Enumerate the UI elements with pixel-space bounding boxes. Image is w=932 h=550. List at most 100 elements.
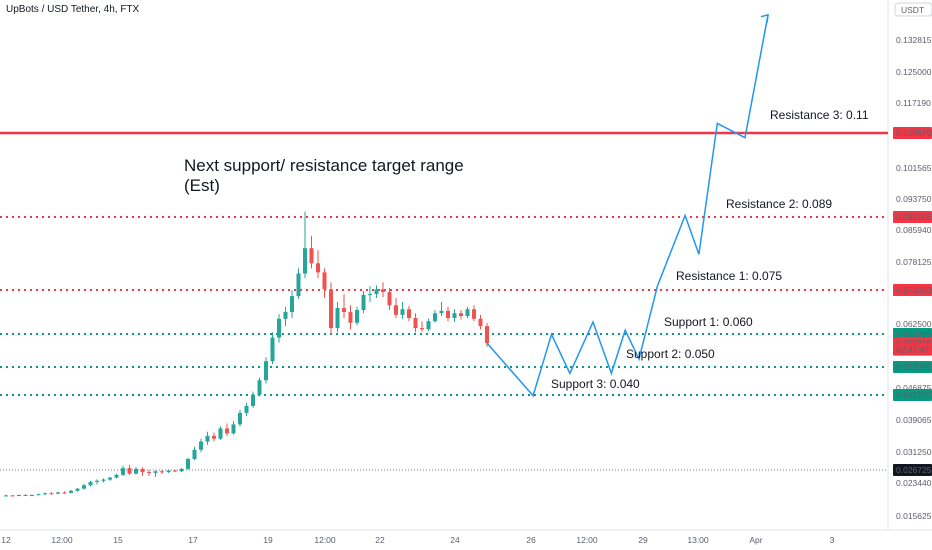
price-tick-label: 0.023440	[896, 478, 932, 488]
candle-body	[257, 380, 262, 395]
candle-body	[30, 494, 34, 496]
candle-body	[140, 468, 145, 473]
candle-body	[439, 310, 444, 314]
price-tag-label: 0.071020	[896, 285, 932, 295]
price-tick-label: 0.132815	[896, 35, 932, 45]
candle-body	[153, 471, 158, 473]
price-tick-label: 0.078125	[896, 257, 932, 267]
main-annotation-line2: (Est)	[184, 176, 220, 195]
price-tag	[893, 389, 932, 401]
price-tag-label: 0.057915	[896, 338, 932, 348]
price-tag	[893, 361, 932, 373]
candle-body	[355, 310, 359, 323]
candle-body	[316, 263, 320, 273]
candle-body	[225, 428, 229, 434]
time-tick-label: 12:00	[314, 535, 336, 545]
candle-body	[121, 468, 125, 475]
currency-box	[894, 2, 932, 17]
price-tag	[893, 284, 932, 296]
price-tick-label: 0.039065	[896, 415, 932, 425]
price-tick-label: 0.015625	[896, 511, 932, 521]
candle-body	[23, 494, 28, 496]
candle-body	[374, 289, 379, 295]
projection-arrowhead	[760, 13, 769, 23]
price-tag-label: 02:47:47	[896, 345, 929, 355]
candle-body	[342, 308, 346, 313]
candle-body	[296, 273, 301, 297]
support1-label: Support 1: 0.060	[664, 315, 753, 329]
time-tick-label: 12	[1, 535, 11, 545]
support3-label: Support 3: 0.040	[551, 377, 640, 391]
candle-body	[95, 480, 99, 482]
candle-body	[303, 248, 307, 274]
time-tick-label: 19	[263, 535, 273, 545]
price-tag	[893, 211, 932, 223]
candle-body	[160, 471, 164, 473]
time-tick-label: 12:00	[576, 535, 598, 545]
candle-body	[394, 305, 398, 315]
price-tag-label: 0.026725	[896, 465, 932, 475]
main-annotation: Next support/ resistance target range (E…	[184, 156, 464, 196]
candle-body	[264, 361, 268, 381]
candle-body	[251, 394, 255, 406]
candle-body	[186, 458, 190, 469]
candle-body	[134, 468, 138, 474]
candle-body	[173, 470, 177, 472]
candle-body	[485, 326, 489, 344]
candle-body	[147, 472, 151, 474]
resistance2-label: Resistance 2: 0.089	[726, 197, 833, 211]
price-tick-label: 0.031250	[896, 447, 932, 457]
candle-body	[218, 428, 223, 439]
price-tick-label: 0.062500	[896, 319, 932, 329]
price-tick-label: 0.117190	[896, 98, 931, 108]
candle-body	[75, 488, 80, 491]
candle-body	[381, 289, 385, 293]
candle-body	[49, 493, 54, 495]
candle-body	[290, 296, 294, 313]
candle-body	[114, 474, 119, 478]
candle-body	[212, 435, 216, 439]
candle-body	[4, 495, 8, 497]
price-tick-label: 0.085940	[896, 225, 932, 235]
candle-body	[309, 248, 314, 264]
candle-body	[179, 468, 184, 472]
candle-body	[452, 313, 457, 319]
candle-body	[127, 468, 132, 474]
candle-body	[413, 318, 418, 329]
resistance3-label: Resistance 3: 0.11	[770, 108, 869, 122]
candle-body	[244, 405, 249, 413]
candle-body	[368, 294, 372, 296]
candle-body	[36, 494, 41, 496]
time-tick-label: Apr	[749, 535, 762, 545]
price-tick-label: 0.093750	[896, 194, 932, 204]
time-tick-label: 26	[526, 535, 536, 545]
candle-body	[420, 328, 424, 330]
time-tick-label: 3	[830, 535, 835, 545]
time-tick-label: 29	[638, 535, 648, 545]
candle-body	[205, 435, 210, 442]
candle-body	[361, 294, 366, 311]
candle-body	[231, 424, 236, 434]
candle-body	[277, 318, 281, 338]
candle-body	[465, 309, 470, 317]
price-tag	[893, 127, 932, 139]
candle-body	[283, 312, 288, 319]
candle-body	[238, 412, 242, 425]
price-tag-label: 0.052095	[896, 362, 932, 372]
candle-body	[335, 308, 340, 329]
candle-body	[82, 485, 86, 489]
support2-label: Support 2: 0.050	[626, 347, 715, 361]
candle-body	[459, 313, 463, 317]
time-tick-label: 22	[375, 535, 385, 545]
candle-body	[270, 337, 275, 362]
time-tick-label: 15	[113, 535, 123, 545]
price-tag	[893, 464, 932, 476]
candle-body	[166, 470, 171, 473]
candle-body	[478, 318, 483, 327]
price-tag	[893, 343, 932, 356]
time-tick-label: 24	[450, 535, 460, 545]
currency-label: USDT	[901, 5, 924, 15]
symbol-title[interactable]: UpBots / USD Tether, 4h, FTX	[6, 4, 140, 15]
